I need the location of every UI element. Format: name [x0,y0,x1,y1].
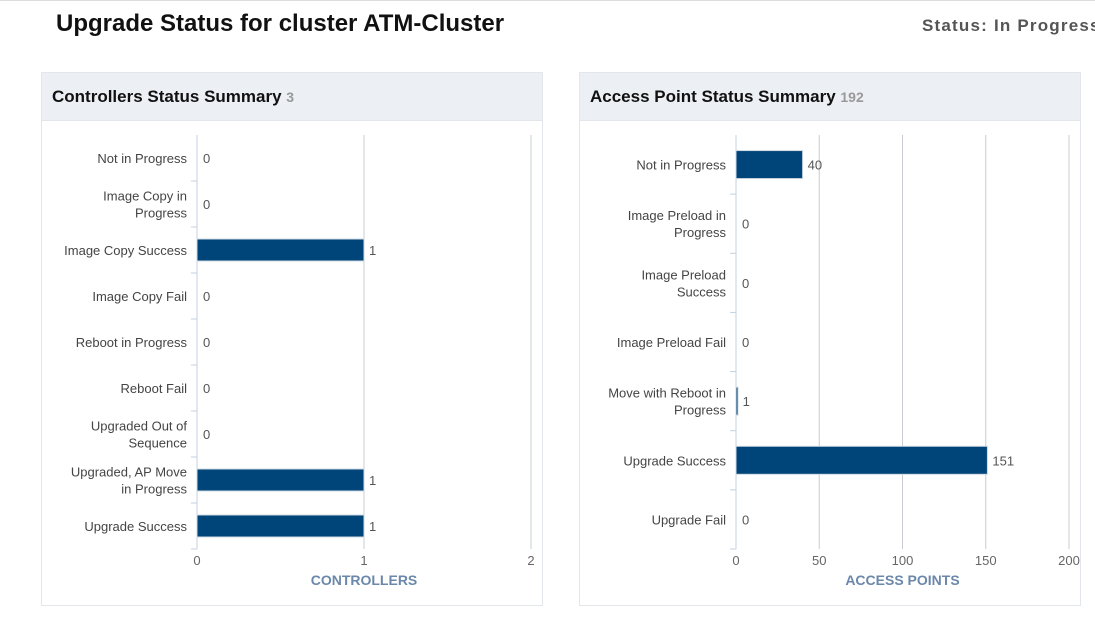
top-divider [0,0,1095,1]
panel-header: Controllers Status Summary 3 [42,73,542,121]
x-tick-label: 1 [360,553,367,568]
category-label: Upgrade Success [84,519,187,534]
x-tick-label: 150 [975,553,997,568]
category-label: Not in Progress [97,151,187,166]
page-title: Upgrade Status for cluster ATM-Cluster [56,10,505,37]
category-label: Upgraded Out of Sequence [91,419,188,451]
data-label: 151 [992,453,1014,468]
data-label: 0 [203,197,210,212]
data-label: 0 [203,335,210,350]
category-label: Image Copy in Progress [103,189,187,221]
panel-title: Controllers Status Summary [52,87,282,106]
x-tick-label: 50 [812,553,826,568]
data-label: 40 [808,158,822,173]
bar [196,238,365,262]
category-label: Upgrade Fail [652,512,727,527]
bar [196,514,365,538]
panel-title: Access Point Status Summary [590,87,836,106]
category-label: Upgrade Success [623,453,726,468]
data-label: 0 [203,289,210,304]
x-tick-label: 2 [527,553,534,568]
controllers-status-panel: Controllers Status Summary 3 0 1 2 Not in P… [41,72,543,606]
data-label: 0 [742,217,749,232]
category-label: Upgraded, AP Move in Progress [71,465,188,497]
data-label: 1 [369,243,376,258]
bar [735,386,739,416]
x-tick-label: 100 [892,553,914,568]
controllers-chart: 0 1 2 Not in Progress 0 Image Copy in Progress… [64,135,535,588]
data-label: 0 [742,335,749,350]
category-label: Image Copy Fail [92,289,187,304]
x-tick-label: 0 [732,553,739,568]
category-label: Reboot in Progress [76,335,188,350]
category-label: Image Copy Success [64,243,187,258]
data-label: 1 [369,519,376,534]
bar [735,445,988,475]
panel-count: 3 [286,89,295,105]
data-label: 0 [203,427,210,442]
data-label: 0 [203,151,210,166]
category-label: Move with Reboot in Progress [608,386,726,418]
data-label: 1 [369,473,376,488]
category-label: Reboot Fail [121,381,188,396]
data-label: 0 [203,381,210,396]
x-axis-title: CONTROLLERS [311,572,418,588]
category-label: Image Preload Fail [617,335,726,350]
access-point-status-panel: Access Point Status Summary 192 0 50 100 15… [579,72,1081,606]
data-label: 0 [742,276,749,291]
category-label: Image Preload in Progress [628,208,727,240]
category-label: Image Preload Success [641,267,726,299]
x-tick-label: 200 [1058,553,1080,568]
x-axis-title: ACCESS POINTS [845,572,959,588]
panel-count: 192 [840,89,864,105]
bar [196,468,365,492]
category-label: Not in Progress [636,158,726,173]
data-label: 0 [742,512,749,527]
upgrade-status: Status: In Progress [922,16,1095,35]
panel-header: Access Point Status Summary 192 [580,73,1080,121]
data-label: 1 [743,394,750,409]
bar [735,150,804,180]
x-tick-label: 0 [193,553,200,568]
